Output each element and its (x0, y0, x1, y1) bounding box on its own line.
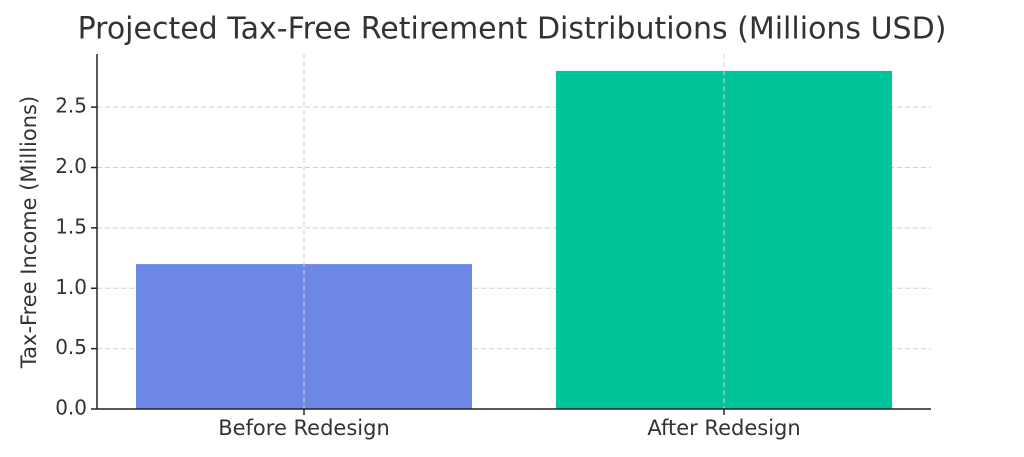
y-tick-label: 0.0 (55, 396, 87, 420)
y-tick-label: 2.5 (55, 94, 87, 118)
chart-title: Projected Tax-Free Retirement Distributi… (78, 12, 947, 47)
y-tick-label: 1.0 (55, 275, 87, 299)
x-tick-label: After Redesign (647, 416, 800, 440)
y-tick-label: 1.5 (55, 214, 87, 238)
y-axis-label: Tax-Free Income (Millions) (17, 96, 41, 369)
y-tick-label: 2.0 (55, 154, 87, 178)
y-tick-label: 0.5 (55, 335, 87, 359)
x-tick-label: Before Redesign (218, 416, 390, 440)
